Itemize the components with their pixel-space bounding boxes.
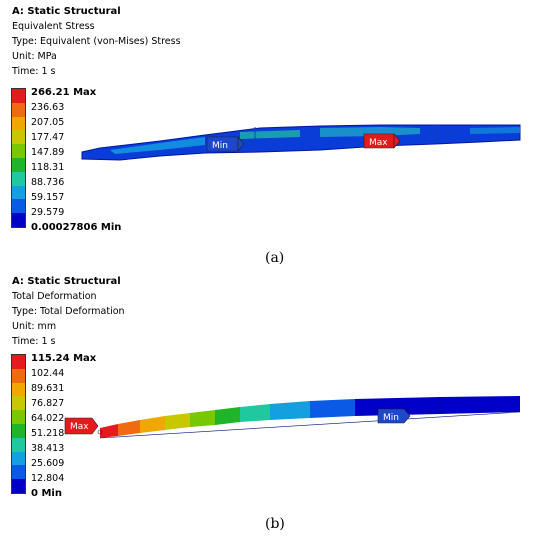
- panel-b-deformation-model: Max Min: [64, 396, 521, 439]
- panel-b-unit: Unit: mm: [12, 321, 57, 332]
- panel-b-min-label: Min: [383, 413, 399, 423]
- panel-a-legend-label: 207.05: [31, 117, 65, 128]
- panel-a-legend-max: 266.21 Max: [31, 87, 97, 98]
- panel-b-legend-label: 89.631: [31, 383, 65, 394]
- panel-b-legend-bar: [11, 354, 26, 494]
- panel-a-analysis-title: A: Static Structural: [12, 6, 121, 17]
- panel-a-result-type: Type: Equivalent (von-Mises) Stress: [12, 36, 181, 47]
- panel-b-result-name: Total Deformation: [12, 291, 97, 302]
- panel-b-beam-edge: [99, 411, 521, 439]
- panel-b-legend-label: 51.218: [31, 428, 65, 439]
- panel-b-max-probe: Max: [64, 417, 103, 435]
- panel-a-header: A: Static Structural Equivalent Stress T…: [12, 4, 181, 79]
- panel-a-caption: (a): [265, 250, 285, 266]
- panel-a-max-probe: Max: [363, 133, 401, 149]
- panel-b-max-label: Max: [70, 422, 89, 432]
- panel-a-min-probe: Min: [206, 136, 245, 152]
- panel-b-beam-segment: [118, 420, 140, 436]
- panel-a-legend-label: 59.157: [31, 192, 65, 203]
- panel-a-stress-model: Min Max: [81, 124, 521, 161]
- panel-b-legend-label: 76.827: [31, 398, 65, 409]
- panel-b-beam-segment: [215, 407, 240, 425]
- panel-b-legend-label: 102.44: [31, 368, 65, 379]
- panel-a-legend-min: 0.00027806 Min: [31, 222, 122, 233]
- panel-a-stress-region: [320, 127, 420, 137]
- panel-a-legend-label: 88.736: [31, 177, 65, 188]
- panel-b-beam-segment: [100, 424, 118, 438]
- panel-a-time: Time: 1 s: [12, 66, 56, 77]
- panel-b-analysis-title: A: Static Structural: [12, 276, 121, 287]
- panel-b-beam-segment: [240, 404, 270, 422]
- panel-b-legend-label: 38.413: [31, 443, 65, 454]
- panel-b-beam-segment: [190, 410, 215, 427]
- panel-b-header: A: Static Structural Total Deformation T…: [12, 274, 125, 349]
- panel-a-stress-region: [110, 137, 205, 154]
- panel-b-caption: (b): [265, 516, 285, 532]
- panel-a-max-label: Max: [369, 138, 388, 148]
- panel-a-legend-label: 118.31: [31, 162, 65, 173]
- panel-a-legend-label: 29.579: [31, 207, 65, 218]
- panel-b-total-deformation: A: Static Structural Total Deformation T…: [0, 270, 550, 538]
- panel-a-legend-label: 147.89: [31, 147, 65, 158]
- panel-b-time: Time: 1 s: [12, 336, 56, 347]
- panel-a-unit: Unit: MPa: [12, 51, 57, 62]
- panel-a-equivalent-stress: A: Static Structural Equivalent Stress T…: [11, 4, 521, 266]
- panel-b-result-type: Type: Total Deformation: [12, 306, 125, 317]
- panel-a-legend-label: 236.63: [31, 102, 65, 113]
- panel-b-legend-min: 0 Min: [31, 488, 62, 499]
- panel-b-min-probe: Min: [377, 408, 411, 424]
- panel-b-legend-max: 115.24 Max: [31, 353, 97, 364]
- panel-b-legend-label: 64.022: [31, 413, 65, 424]
- panel-b-legend-label: 25.609: [31, 458, 65, 469]
- panel-a-legend-bar: [11, 88, 26, 228]
- panel-b-beam-segment: [270, 401, 310, 420]
- panel-a-result-name: Equivalent Stress: [12, 21, 95, 32]
- panel-b-beam-segment: [165, 413, 190, 430]
- panel-a-stress-region: [470, 127, 520, 134]
- panel-b-legend-label: 12.804: [31, 473, 65, 484]
- panel-a-beam: [81, 124, 521, 161]
- panel-a-legend-label: 177.47: [31, 132, 65, 143]
- panel-b-beam-segment: [310, 399, 355, 418]
- panel-a-min-label: Min: [212, 141, 228, 151]
- panel-b-beam-segment: [140, 416, 165, 433]
